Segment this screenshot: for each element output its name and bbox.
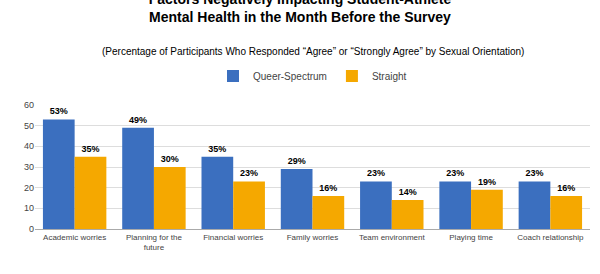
svg-text:Playing time: Playing time [449, 233, 493, 242]
svg-text:Coach relationship: Coach relationship [517, 233, 584, 242]
svg-text:Academic worries: Academic worries [43, 233, 106, 242]
svg-text:Queer-Spectrum: Queer-Spectrum [253, 71, 327, 82]
svg-text:Straight: Straight [372, 71, 407, 82]
svg-text:23%: 23% [240, 168, 258, 178]
svg-text:23%: 23% [525, 168, 543, 178]
svg-text:14%: 14% [399, 187, 417, 197]
svg-text:35%: 35% [208, 144, 226, 154]
svg-text:23%: 23% [446, 168, 464, 178]
svg-text:(Percentage of Participants Wh: (Percentage of Participants Who Responde… [102, 46, 524, 57]
svg-text:Factors Negatively Impacting S: Factors Negatively Impacting Student-Ath… [149, 0, 452, 25]
svg-text:23%: 23% [367, 168, 385, 178]
svg-text:20: 20 [24, 183, 34, 193]
svg-text:30%: 30% [161, 154, 179, 164]
svg-text:Planning for thefuture: Planning for thefuture [126, 233, 183, 252]
svg-text:0: 0 [29, 224, 34, 234]
svg-text:40: 40 [24, 141, 34, 151]
svg-text:Financial worries: Financial worries [203, 233, 263, 242]
svg-text:29%: 29% [288, 156, 306, 166]
svg-text:30: 30 [24, 162, 34, 172]
svg-text:16%: 16% [557, 183, 575, 193]
svg-text:49%: 49% [129, 115, 147, 125]
svg-text:Family worries: Family worries [287, 233, 339, 242]
svg-text:53%: 53% [50, 106, 68, 116]
svg-text:10: 10 [24, 203, 34, 213]
svg-text:19%: 19% [478, 177, 496, 187]
svg-text:60: 60 [24, 100, 34, 110]
svg-text:35%: 35% [81, 144, 99, 154]
svg-text:16%: 16% [319, 183, 337, 193]
svg-text:50: 50 [24, 121, 34, 131]
svg-text:Team environment: Team environment [359, 233, 426, 242]
